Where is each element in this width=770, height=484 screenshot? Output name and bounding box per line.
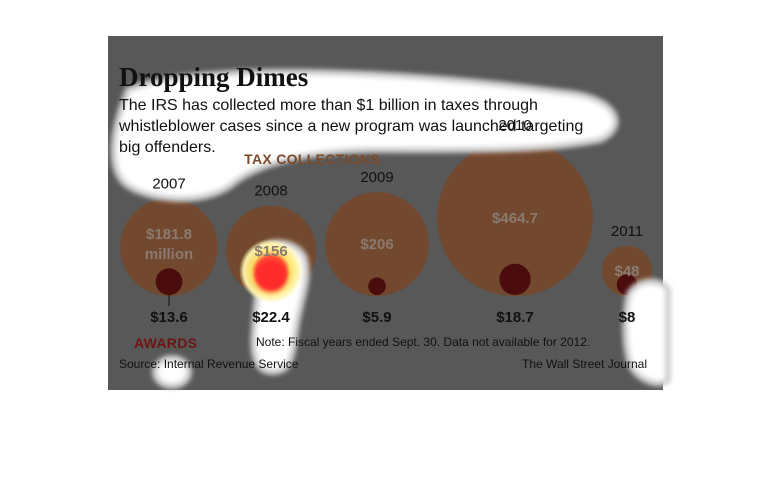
tax-value-label-2009: $206 xyxy=(360,236,393,253)
gaze-hotspot-core xyxy=(255,260,287,292)
year-label-2008: 2008 xyxy=(254,183,287,200)
chart-credit: The Wall Street Journal xyxy=(522,357,647,371)
tax-bubble-2007 xyxy=(120,198,218,296)
award-bubble-2010 xyxy=(499,263,531,295)
legend-tax-collections: TAX COLLECTIONS xyxy=(244,151,380,167)
gaze-region-source xyxy=(152,355,192,389)
award-bubble-2009 xyxy=(368,277,386,295)
year-label-2011: 2011 xyxy=(611,223,643,240)
tax-value-label-2011: $48 xyxy=(614,263,639,280)
tax-bubble-2009 xyxy=(325,192,429,296)
tax-value-label-2010: $464.7 xyxy=(492,210,538,227)
legend-awards: AWARDS xyxy=(134,335,197,351)
award-value-label-2007: $13.6 xyxy=(150,309,188,326)
tax-value-label-2008: $156 xyxy=(254,243,287,260)
award-bubble-2007 xyxy=(155,268,183,295)
award-value-label-2010: $18.7 xyxy=(496,309,534,326)
chart-note: Note: Fiscal years ended Sept. 30. Data … xyxy=(256,335,590,349)
chart-title: Dropping Dimes xyxy=(119,62,308,92)
subtitle-line-1: The IRS has collected more than $1 billi… xyxy=(119,97,538,114)
gaze-region-title xyxy=(110,68,619,202)
tax-unit-label: million xyxy=(145,246,193,263)
award-value-label-2011: $8 xyxy=(619,309,636,326)
tax-bubble-2010 xyxy=(437,140,593,296)
year-label-2010: 2010 xyxy=(498,117,531,134)
subtitle-line-3: big offenders. xyxy=(119,139,216,156)
award-value-label-2009: $5.9 xyxy=(362,309,391,326)
chart-source: Source: Internal Revenue Service xyxy=(119,357,299,371)
award-value-label-2008: $22.4 xyxy=(252,309,290,326)
gaze-region-right xyxy=(622,278,671,387)
year-label-2009: 2009 xyxy=(360,169,393,186)
tax-value-label-2007: $181.8 xyxy=(146,226,192,243)
subtitle-line-2: whistleblower cases since a new program … xyxy=(118,118,583,135)
year-label-2007: 2007 xyxy=(152,175,185,192)
bubble-labels: 2007 $181.8 million $13.6 2008 $156 $22.4 2009 $… xyxy=(145,117,643,326)
